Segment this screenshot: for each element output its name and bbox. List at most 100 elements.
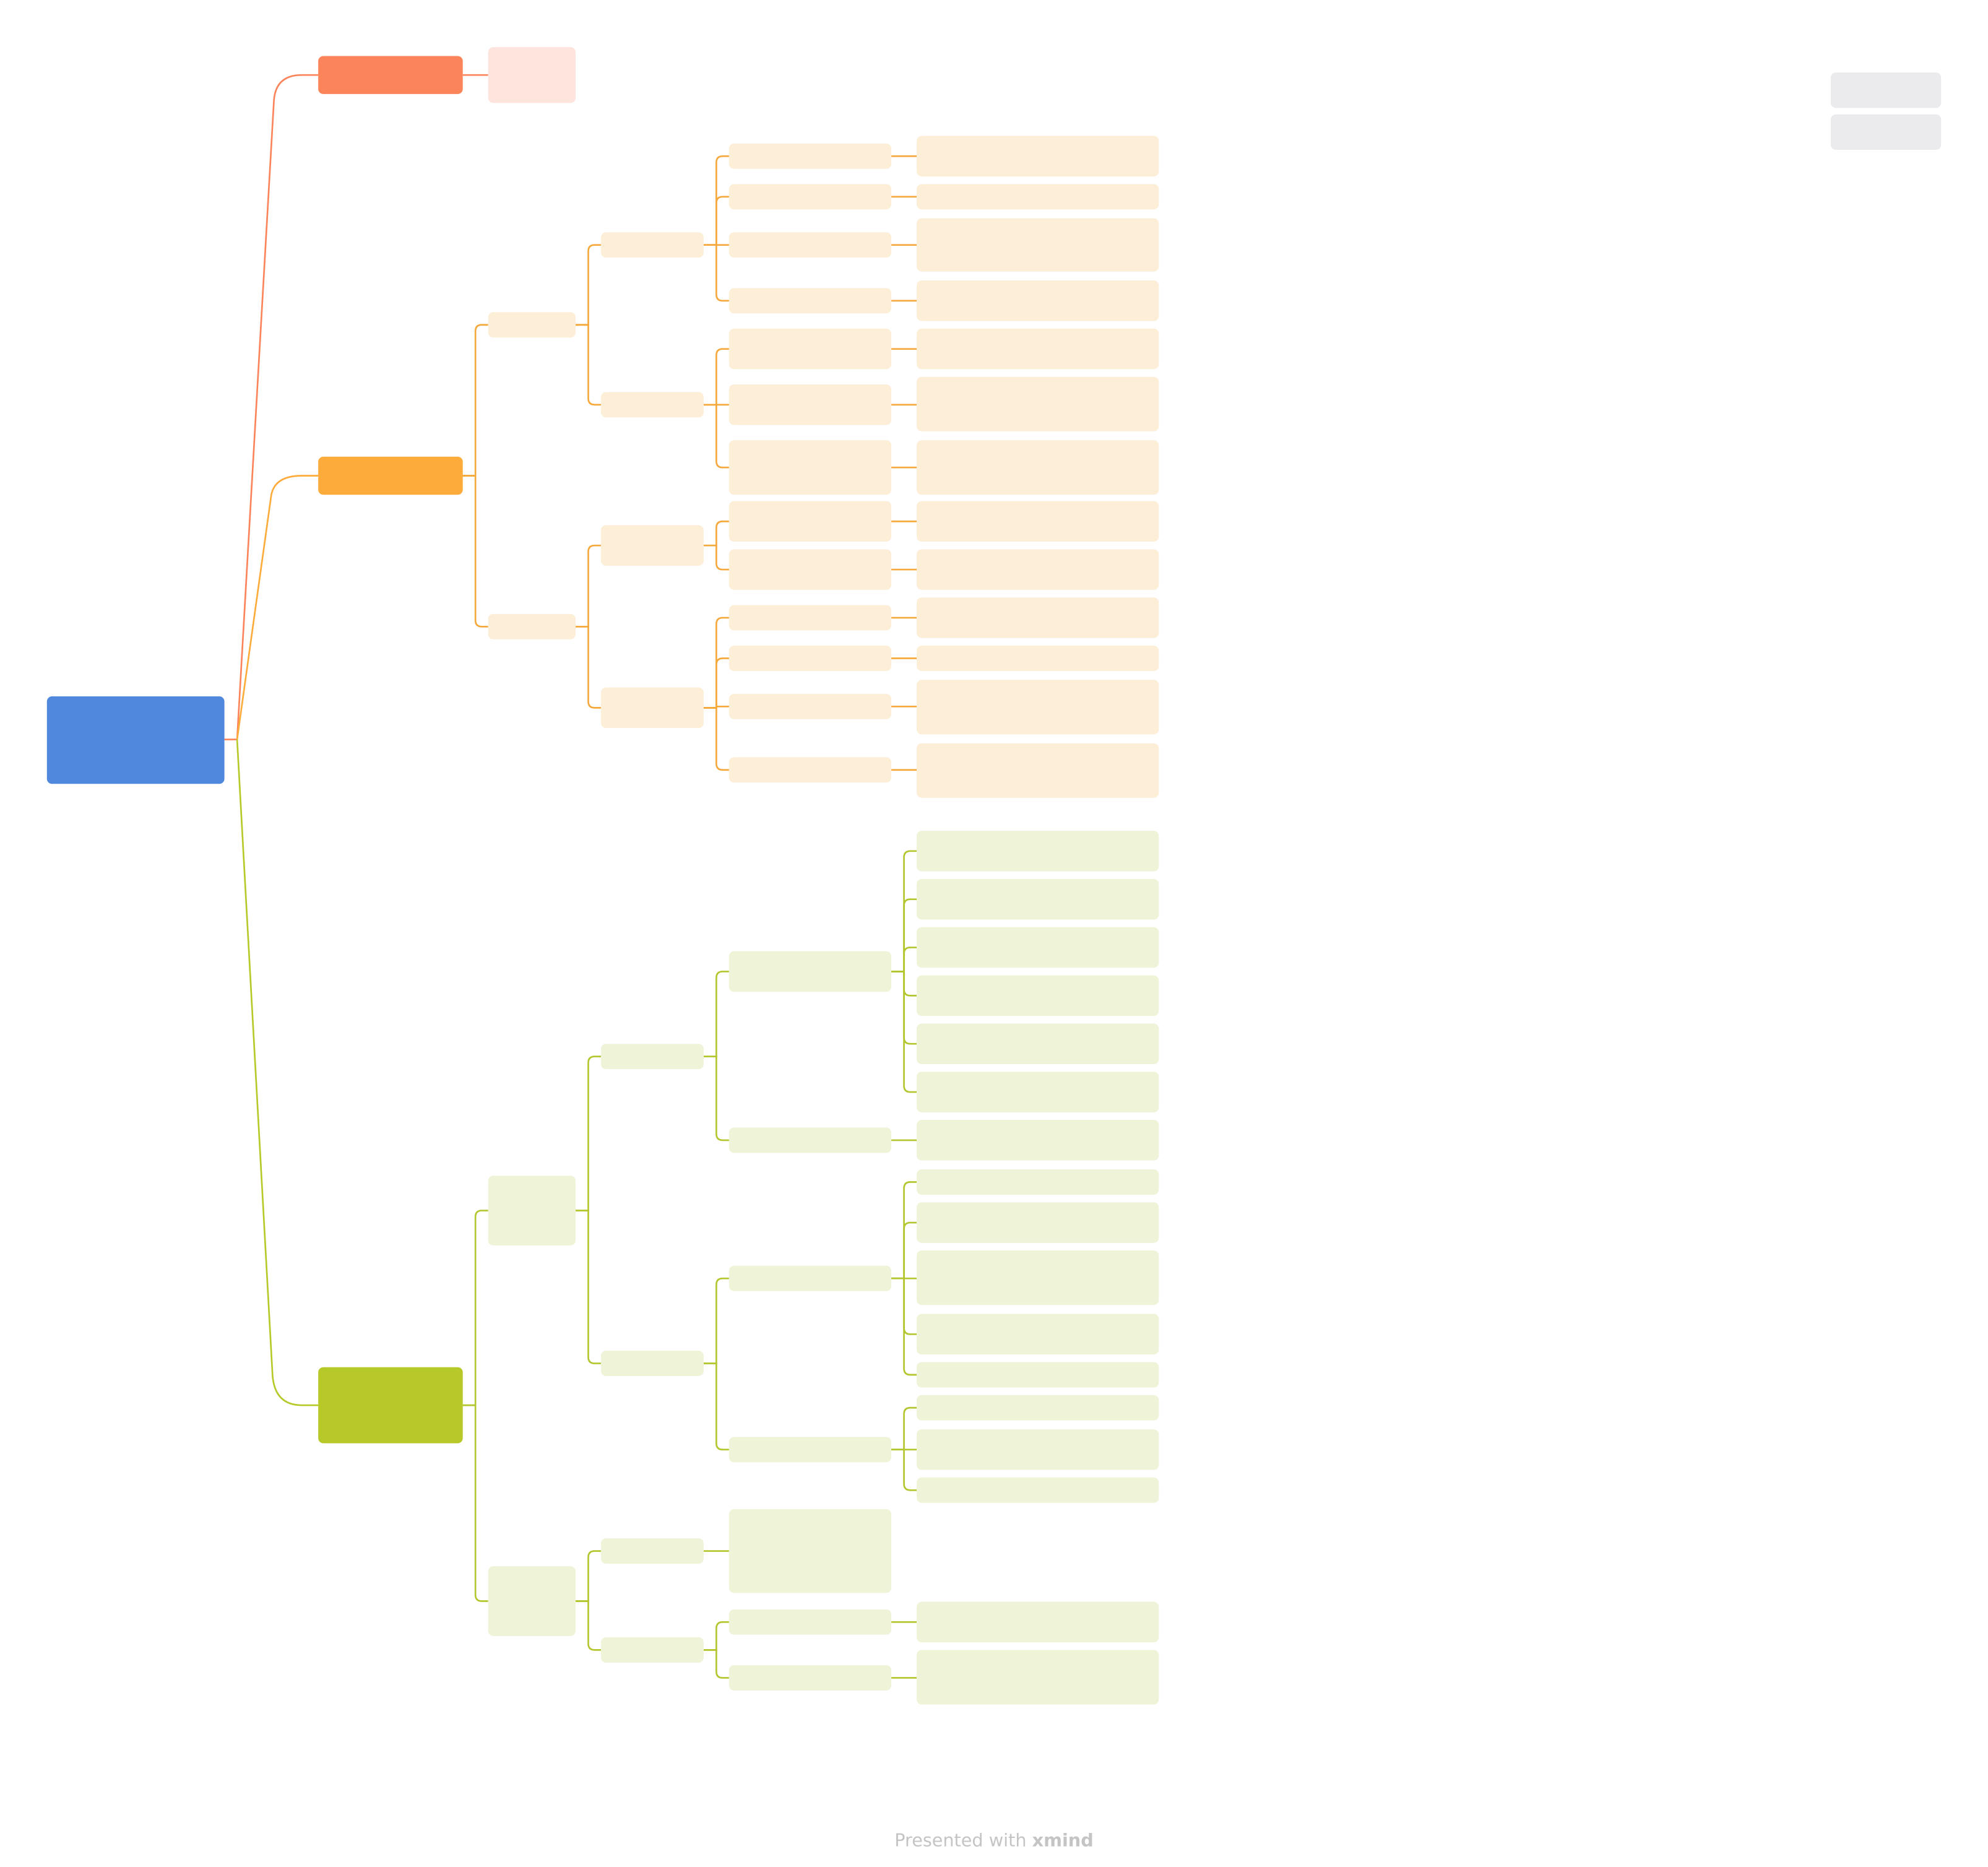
subtopic[interactable] [728,645,892,671]
subtopic[interactable] [917,1650,1159,1705]
central-topic[interactable] [46,696,225,784]
subtopic[interactable] [917,831,1159,872]
connector [703,404,729,469]
connector [236,475,319,740]
connector [576,1055,601,1211]
subtopic[interactable] [917,878,1159,920]
connector [891,946,917,972]
connector [224,74,319,740]
connector [891,1449,917,1491]
main-topic[interactable] [318,456,463,495]
connector [462,475,488,628]
subtopic[interactable] [488,47,576,103]
subtopic[interactable] [728,951,892,992]
subtopic[interactable] [917,1429,1159,1470]
subtopic[interactable] [917,218,1159,272]
connector [703,657,729,709]
subtopic[interactable] [917,645,1159,671]
subtopic[interactable] [917,743,1159,798]
subtopic[interactable] [728,1127,892,1153]
subtopic[interactable] [917,184,1159,210]
connector [576,1210,601,1364]
subtopic[interactable] [917,975,1159,1016]
subtopic[interactable] [728,1509,892,1593]
subtopic[interactable] [728,1609,892,1635]
connector [891,850,917,972]
connector [703,707,729,771]
connector [703,244,729,302]
subtopic[interactable] [728,1265,892,1291]
floating-topic[interactable] [1830,114,1942,150]
connector [891,1221,917,1280]
connector [576,1600,601,1651]
subtopic[interactable] [728,605,892,631]
subtopic[interactable] [917,597,1159,638]
subtopic[interactable] [917,1477,1159,1503]
footer-prefix: Presented with [894,1830,1026,1851]
subtopic[interactable] [917,1023,1159,1064]
connector [891,1277,917,1376]
subtopic[interactable] [728,757,892,783]
connector [576,324,601,406]
subtopic[interactable] [917,1362,1159,1388]
subtopic[interactable] [728,232,892,258]
subtopic[interactable] [917,1601,1159,1643]
connector [703,348,729,406]
subtopic[interactable] [917,549,1159,590]
subtopic[interactable] [917,1250,1159,1306]
subtopic[interactable] [728,440,892,495]
subtopic[interactable] [600,1637,704,1663]
connector [703,617,729,709]
subtopic[interactable] [600,687,704,729]
connector [703,196,729,246]
subtopic[interactable] [917,927,1159,968]
main-topic[interactable] [318,56,463,94]
subtopic[interactable] [917,280,1159,321]
subtopic[interactable] [728,1665,892,1691]
subtopic[interactable] [917,1395,1159,1421]
subtopic[interactable] [600,232,704,258]
connector [703,544,729,571]
subtopic[interactable] [600,1538,704,1564]
connector [576,1550,601,1602]
subtopic[interactable] [917,1314,1159,1355]
subtopic[interactable] [728,1437,892,1463]
subtopic[interactable] [728,184,892,210]
subtopic[interactable] [600,525,704,566]
subtopic[interactable] [600,392,704,418]
connector [703,520,729,547]
subtopic[interactable] [917,1120,1159,1161]
subtopic[interactable] [728,328,892,370]
connector [891,898,917,972]
subtopic[interactable] [488,312,576,338]
subtopic[interactable] [917,136,1159,177]
subtopic[interactable] [917,501,1159,542]
subtopic[interactable] [600,1350,704,1376]
subtopic[interactable] [488,613,576,639]
main-topic[interactable] [318,1367,463,1444]
subtopic[interactable] [728,693,892,719]
connector [576,244,601,326]
connector [703,971,729,1058]
subtopic[interactable] [728,549,892,590]
subtopic[interactable] [917,680,1159,735]
subtopic[interactable] [728,143,892,169]
subtopic[interactable] [917,1072,1159,1112]
subtopic[interactable] [917,440,1159,495]
connector [703,1649,729,1679]
connector [462,324,488,477]
subtopic[interactable] [728,501,892,542]
subtopic[interactable] [917,376,1159,431]
subtopic[interactable] [728,384,892,425]
subtopic[interactable] [488,1566,576,1636]
subtopic[interactable] [917,328,1159,370]
connector [891,1181,917,1280]
floating-topic[interactable] [1830,72,1942,108]
subtopic[interactable] [917,1202,1159,1243]
subtopic[interactable] [917,1169,1159,1195]
subtopic[interactable] [728,288,892,314]
subtopic[interactable] [600,1044,704,1070]
subtopic[interactable] [488,1176,576,1245]
connector [703,1362,729,1451]
